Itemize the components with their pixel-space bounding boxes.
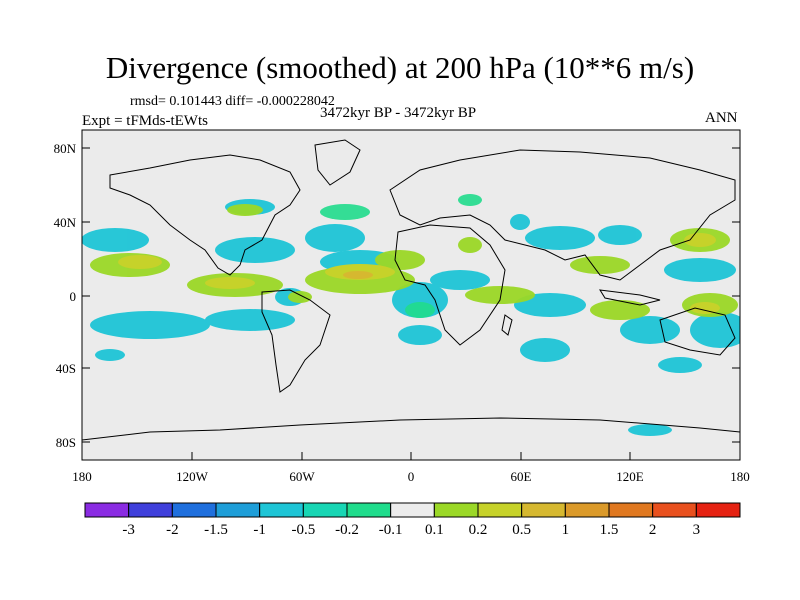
field-patch	[205, 277, 255, 289]
y-tick-label: 0	[70, 289, 77, 304]
y-tick-label: 40S	[56, 361, 76, 376]
field-patch	[430, 270, 490, 290]
field-patch	[118, 255, 162, 269]
divergence-field	[82, 194, 740, 436]
colorbar-label: 0.1	[425, 522, 444, 538]
field-patch	[684, 233, 716, 247]
colorbar-label: -0.1	[379, 522, 403, 538]
x-tick-label: 180	[730, 469, 750, 484]
colorbar-label: -1.5	[204, 522, 228, 538]
colorbar-swatch	[302, 502, 348, 518]
colorbar-label: 3	[693, 522, 701, 538]
time-period-label: 3472kyr BP - 3472kyr BP	[320, 105, 477, 121]
colorbar-swatch	[84, 502, 130, 518]
x-tick-label: 0	[408, 469, 415, 484]
experiment-label: Expt = tFMds-tEWts	[82, 113, 208, 129]
plot-title: Divergence (smoothed) at 200 hPa (10**6 …	[105, 50, 695, 85]
colorbar-label: 0.2	[469, 522, 488, 538]
x-tick-label: 180	[72, 469, 92, 484]
field-patch	[570, 256, 630, 274]
rmsd-diff-stats: rmsd= 0.101443 diff= -0.000228042	[130, 94, 335, 109]
field-patch	[288, 291, 312, 303]
field-patch	[458, 194, 482, 206]
colorbar-swatch	[171, 502, 217, 518]
colorbar-swatch	[521, 502, 566, 518]
field-patch	[514, 293, 586, 317]
colorbar-label: 1	[562, 522, 570, 538]
x-tick-label: 60E	[511, 469, 532, 484]
field-patch	[458, 237, 482, 253]
colorbar-swatch	[608, 502, 654, 518]
x-tick-label: 120W	[176, 469, 209, 484]
field-patch	[664, 258, 736, 282]
colorbar-swatch	[477, 502, 523, 518]
x-tick-label: 120E	[616, 469, 644, 484]
y-tick-label: 80S	[56, 435, 76, 450]
field-patch	[510, 214, 530, 230]
field-patch	[305, 224, 365, 252]
y-tick-label: 80N	[54, 141, 77, 156]
colorbar-swatch	[564, 502, 610, 518]
colorbar-label: 0.5	[512, 522, 531, 538]
colorbar-label: -0.2	[335, 522, 359, 538]
field-patch	[405, 302, 435, 318]
field-patch	[320, 204, 370, 220]
field-patch	[227, 204, 263, 216]
y-tick-label: 40N	[54, 215, 77, 230]
field-patch	[620, 316, 680, 344]
colorbar-label: -1	[253, 522, 266, 538]
colorbar-swatch	[433, 502, 479, 518]
field-patch	[465, 286, 535, 304]
colorbar-swatch	[695, 502, 741, 518]
field-patch	[525, 226, 595, 250]
field-patch	[598, 225, 642, 245]
colorbar-label: -2	[166, 522, 179, 538]
field-patch	[90, 311, 210, 339]
field-patch	[690, 302, 720, 314]
field-patch	[690, 312, 740, 348]
field-patch	[82, 228, 149, 252]
colorbar-swatch	[128, 502, 173, 518]
x-axis-ticks	[81, 452, 741, 460]
colorbar-label: -3	[122, 522, 135, 538]
field-patch	[628, 424, 672, 436]
colorbar-label: 1.5	[600, 522, 619, 538]
colorbar-swatch	[652, 502, 697, 518]
colorbar-swatch	[390, 502, 435, 518]
colorbar-label: -0.5	[291, 522, 315, 538]
field-patch	[205, 309, 295, 331]
colorbar: -3 -2 -1.5 -1 -0.5 -0.2 -0.1 0.1 0.2 0.5 1 1.5 2 3	[84, 502, 741, 538]
field-patch	[343, 271, 373, 279]
colorbar-label: 2	[649, 522, 657, 538]
field-patch	[375, 250, 425, 270]
field-patch	[95, 349, 125, 361]
y-axis-ticks	[82, 147, 740, 443]
colorbar-swatch	[346, 502, 392, 518]
field-patch	[658, 357, 702, 373]
field-patch	[215, 237, 295, 263]
x-tick-label: 60W	[289, 469, 315, 484]
field-patch	[590, 300, 650, 320]
coastlines	[82, 139, 740, 441]
field-patch	[520, 338, 570, 362]
season-label: ANN	[705, 110, 738, 126]
field-patch	[398, 325, 442, 345]
colorbar-swatch	[215, 502, 261, 518]
colorbar-swatch	[259, 502, 304, 518]
